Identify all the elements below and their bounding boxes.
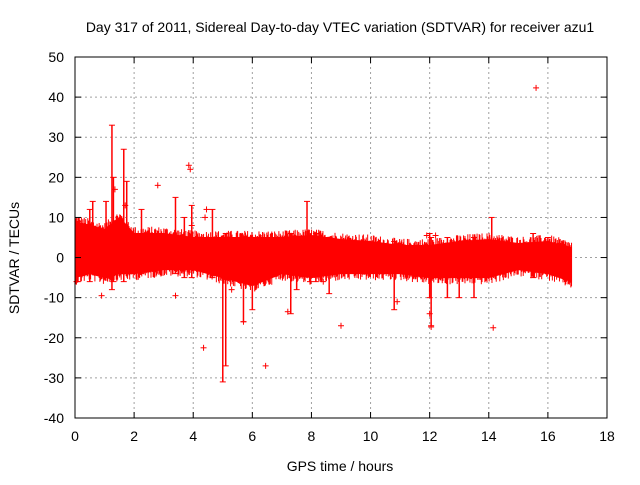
x-tick-label: 14 (481, 428, 497, 444)
data-point (490, 324, 497, 331)
data-point (154, 182, 161, 189)
data-point (428, 323, 435, 330)
x-tick-label: 16 (540, 428, 556, 444)
data-point (426, 310, 433, 317)
x-tick-label: 18 (599, 428, 615, 444)
y-tick-label: -40 (44, 410, 64, 426)
chart-title: Day 317 of 2011, Sidereal Day-to-day VTE… (86, 19, 595, 35)
data-point (306, 278, 313, 285)
x-tick-label: 12 (422, 428, 438, 444)
y-tick-label: 20 (48, 169, 64, 185)
plot-border (74, 56, 608, 419)
data-point (533, 84, 540, 91)
data-point (262, 362, 269, 369)
y-tick-label: -30 (44, 370, 64, 386)
x-tick-label: 4 (189, 428, 197, 444)
data-point (187, 166, 194, 173)
y-axis-label: SDTVAR / TECUs (6, 202, 22, 314)
data-point (432, 232, 439, 239)
y-tick-label: 10 (48, 209, 64, 225)
x-tick-label: 8 (308, 428, 316, 444)
y-tick-label: 0 (56, 250, 64, 266)
y-tick-label: 30 (48, 129, 64, 145)
data-point (185, 162, 192, 169)
data-point (284, 308, 291, 315)
data-series (73, 84, 573, 383)
data-point (122, 202, 129, 209)
data-point (338, 322, 344, 329)
y-tick-label: -10 (44, 290, 64, 306)
x-tick-label: 10 (363, 428, 379, 444)
data-point (320, 278, 327, 285)
data-point (172, 292, 179, 299)
x-tick-label: 6 (248, 428, 256, 444)
data-point (188, 222, 195, 229)
data-point (423, 232, 430, 239)
data-point (394, 298, 401, 305)
data-point (202, 214, 209, 221)
x-tick-label: 2 (130, 428, 138, 444)
plot-frame (74, 56, 608, 419)
data-point (228, 286, 235, 293)
y-tick-label: 40 (48, 89, 64, 105)
x-tick-label: 0 (71, 428, 79, 444)
data-point (111, 186, 118, 193)
y-tick-label: 50 (48, 49, 64, 65)
data-point (98, 292, 105, 299)
y-tick-label: -20 (44, 330, 64, 346)
data-point (203, 206, 210, 213)
data-point (240, 318, 247, 325)
data-point (200, 344, 207, 351)
tick-labels: 0 2 4 6 8 10 12 14 16 18 -40 -30 -20 -10 0 10 20 30 40 50 (44, 49, 615, 444)
x-axis-label: GPS time / hours (287, 458, 394, 474)
data-point (73, 278, 80, 285)
